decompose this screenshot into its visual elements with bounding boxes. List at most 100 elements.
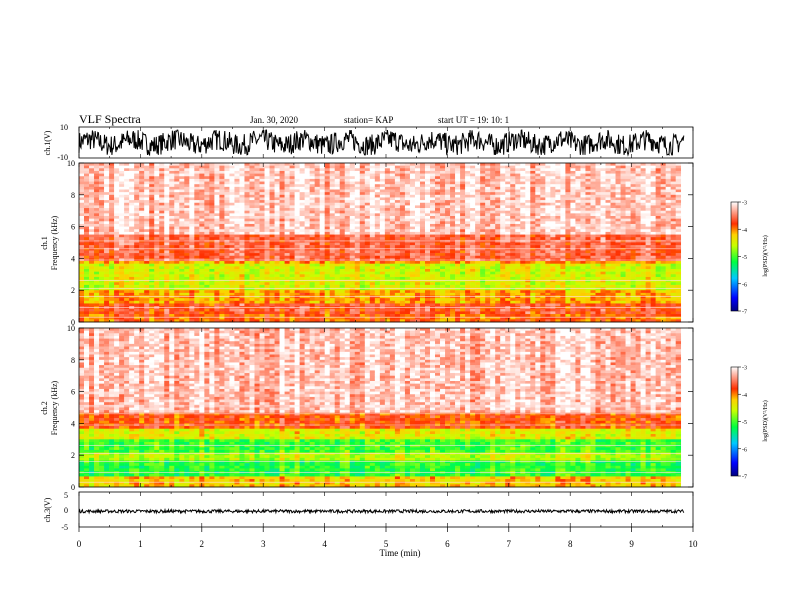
spec-cell [149,208,155,211]
spec-cell [490,213,496,217]
spec-cell [174,229,180,233]
spec-cell [399,197,406,201]
spec-cell [334,223,341,227]
spec-cell [299,173,305,177]
spec-cell [239,314,245,317]
spec-cell [274,311,280,315]
spec-cell [319,223,325,227]
spec-cell [179,210,185,214]
spec-cell [154,279,160,283]
spec-cell [284,226,290,230]
spec-cell [264,308,270,312]
spec-cell [179,229,185,233]
spec-cell [384,223,391,227]
spec-cell [289,266,295,270]
spec-cell [164,221,170,225]
spec-cell [99,216,105,219]
spec-cell [89,178,95,182]
spec-cell [374,226,381,230]
spec-cell [149,194,155,198]
spec-cell [114,221,120,225]
spec-cell [249,295,255,299]
spec-cell [229,210,235,214]
spec-cell [179,218,185,222]
spec-cell [174,186,180,190]
spec-cell [124,292,130,296]
spec-cell [239,308,245,312]
spec-cell [129,221,135,225]
spec-cell [89,205,95,209]
spec-cell [224,200,230,204]
spec-cell [430,295,436,299]
spec-cell [409,316,416,320]
spec-cell [279,242,285,246]
spec-cell [139,168,145,172]
spec-cell [234,274,240,278]
spec-cell [414,247,421,251]
spec-cell [294,237,300,241]
spec-cell [369,168,376,172]
spec-cell [99,269,105,272]
spec-cell [490,216,496,219]
spec-cell [249,290,255,294]
spec-cell [369,197,376,201]
spec-cell [234,242,240,246]
spec-cell [264,269,270,272]
spec-cell [99,221,105,225]
spec-cell [389,221,396,225]
spec-cell [445,295,451,299]
spec-cell [304,311,310,315]
spec-cell [159,165,165,169]
spec-cell [419,213,426,217]
spec-cell [144,245,150,249]
spec-cell [264,263,270,267]
spec-cell [274,165,280,169]
spec-cell [319,200,325,204]
spec-cell [244,210,250,214]
spec-cell [364,274,371,278]
spec-cell [144,186,150,190]
spec-cell [424,237,431,241]
spec-cell [134,316,140,320]
spec-cell [344,266,351,270]
spec-cell [264,237,270,241]
spec-cell [354,194,361,198]
spec-cell [199,184,205,188]
spec-cell [450,274,456,278]
spec-cell [384,314,391,317]
spec-cell [470,298,476,302]
spec-cell [249,223,255,227]
spec-cell [239,282,245,286]
spec-cell [219,184,225,188]
spec-cell [465,263,471,267]
spec-cell [224,229,230,233]
spec-cell [174,202,180,206]
spec-cell [94,295,100,299]
spec-cell [189,186,195,190]
spec-cell [254,250,260,254]
spec-cell [384,263,391,267]
spec-cell [394,176,401,180]
spec-cell [359,316,366,320]
spec-cell [179,290,185,294]
spec-cell [384,184,391,188]
spec-cell [465,186,471,190]
spec-cell [129,250,135,254]
spec-cell [374,173,381,177]
spec-cell [224,308,230,312]
spec-cell [229,213,235,217]
spec-cell [404,314,411,317]
spec-cell [274,316,280,320]
spec-cell [394,314,401,317]
spec-cell [430,242,436,246]
spec-cell [144,237,150,241]
spec-cell [470,253,476,257]
spec-cell [209,216,215,219]
spec-cell [324,255,331,259]
spec-cell [149,274,155,278]
spec-cell [294,276,300,280]
spec-cell [99,202,105,206]
spec-cell [139,200,145,204]
spec-cell [194,287,200,291]
spec-cell [89,181,95,185]
